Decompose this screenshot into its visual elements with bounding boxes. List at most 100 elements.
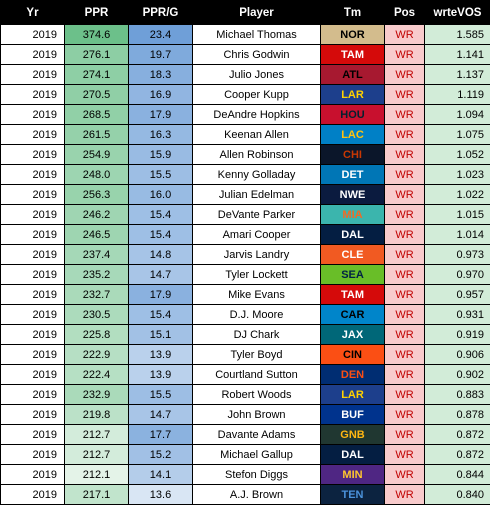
cell-player: Davante Adams [193, 425, 321, 445]
cell-wrtevos: 1.094 [425, 105, 490, 125]
cell-team: DAL [321, 225, 385, 245]
cell-ppr: 254.9 [65, 145, 129, 165]
cell-year: 2019 [1, 465, 65, 485]
header-wrtevos[interactable]: wrteVOS [425, 1, 490, 25]
cell-player: A.J. Brown [193, 485, 321, 505]
cell-position: WR [385, 105, 425, 125]
cell-player: Allen Robinson [193, 145, 321, 165]
cell-ppr-per-game: 15.4 [129, 225, 193, 245]
cell-team: TEN [321, 485, 385, 505]
cell-player: Jarvis Landry [193, 245, 321, 265]
cell-team: DEN [321, 365, 385, 385]
cell-ppr: 237.4 [65, 245, 129, 265]
cell-wrtevos: 0.973 [425, 245, 490, 265]
cell-team: GNB [321, 425, 385, 445]
cell-position: WR [385, 385, 425, 405]
cell-wrtevos: 1.137 [425, 65, 490, 85]
cell-player: D.J. Moore [193, 305, 321, 325]
header-team[interactable]: Tm [321, 1, 385, 25]
cell-ppr-per-game: 16.9 [129, 85, 193, 105]
cell-ppr: 222.4 [65, 365, 129, 385]
cell-player: Michael Gallup [193, 445, 321, 465]
cell-player: Tyler Lockett [193, 265, 321, 285]
cell-player: Cooper Kupp [193, 85, 321, 105]
cell-position: WR [385, 305, 425, 325]
cell-position: WR [385, 405, 425, 425]
cell-team: LAR [321, 385, 385, 405]
header-position[interactable]: Pos [385, 1, 425, 25]
cell-wrtevos: 0.906 [425, 345, 490, 365]
cell-ppr-per-game: 15.2 [129, 445, 193, 465]
cell-player: Robert Woods [193, 385, 321, 405]
cell-player: Stefon Diggs [193, 465, 321, 485]
cell-team: ATL [321, 65, 385, 85]
cell-ppr: 232.7 [65, 285, 129, 305]
cell-ppr-per-game: 14.1 [129, 465, 193, 485]
cell-wrtevos: 0.844 [425, 465, 490, 485]
cell-year: 2019 [1, 385, 65, 405]
cell-team: SEA [321, 265, 385, 285]
cell-year: 2019 [1, 185, 65, 205]
cell-player: Courtland Sutton [193, 365, 321, 385]
cell-ppr-per-game: 14.7 [129, 265, 193, 285]
cell-position: WR [385, 145, 425, 165]
cell-player: DJ Chark [193, 325, 321, 345]
cell-team: NOR [321, 25, 385, 45]
cell-wrtevos: 1.141 [425, 45, 490, 65]
cell-year: 2019 [1, 85, 65, 105]
cell-ppr: 212.1 [65, 465, 129, 485]
cell-team: TAM [321, 285, 385, 305]
cell-team: DET [321, 165, 385, 185]
cell-wrtevos: 0.970 [425, 265, 490, 285]
header-player[interactable]: Player [193, 1, 321, 25]
cell-wrtevos: 1.014 [425, 225, 490, 245]
cell-year: 2019 [1, 25, 65, 45]
cell-player: Mike Evans [193, 285, 321, 305]
cell-position: WR [385, 25, 425, 45]
cell-ppr-per-game: 14.8 [129, 245, 193, 265]
cell-position: WR [385, 165, 425, 185]
header-ppr[interactable]: PPR [65, 1, 129, 25]
cell-year: 2019 [1, 225, 65, 245]
cell-ppr-per-game: 15.4 [129, 205, 193, 225]
cell-team: CAR [321, 305, 385, 325]
cell-wrtevos: 0.872 [425, 425, 490, 445]
cell-position: WR [385, 285, 425, 305]
cell-ppr: 232.9 [65, 385, 129, 405]
cell-year: 2019 [1, 345, 65, 365]
cell-ppr-per-game: 13.9 [129, 345, 193, 365]
cell-year: 2019 [1, 365, 65, 385]
cell-ppr-per-game: 15.4 [129, 305, 193, 325]
cell-wrtevos: 0.878 [425, 405, 490, 425]
header-yr[interactable]: Yr [1, 1, 65, 25]
cell-year: 2019 [1, 425, 65, 445]
header-ppr-per-game[interactable]: PPR/G [129, 1, 193, 25]
cell-ppr-per-game: 13.6 [129, 485, 193, 505]
cell-ppr: 374.6 [65, 25, 129, 45]
cell-position: WR [385, 245, 425, 265]
cell-position: WR [385, 445, 425, 465]
cell-ppr-per-game: 15.5 [129, 165, 193, 185]
cell-team: LAC [321, 125, 385, 145]
cell-year: 2019 [1, 265, 65, 285]
cell-ppr: 248.0 [65, 165, 129, 185]
cell-player: Julian Edelman [193, 185, 321, 205]
cell-player: Kenny Golladay [193, 165, 321, 185]
cell-team: MIN [321, 465, 385, 485]
cell-wrtevos: 1.585 [425, 25, 490, 45]
